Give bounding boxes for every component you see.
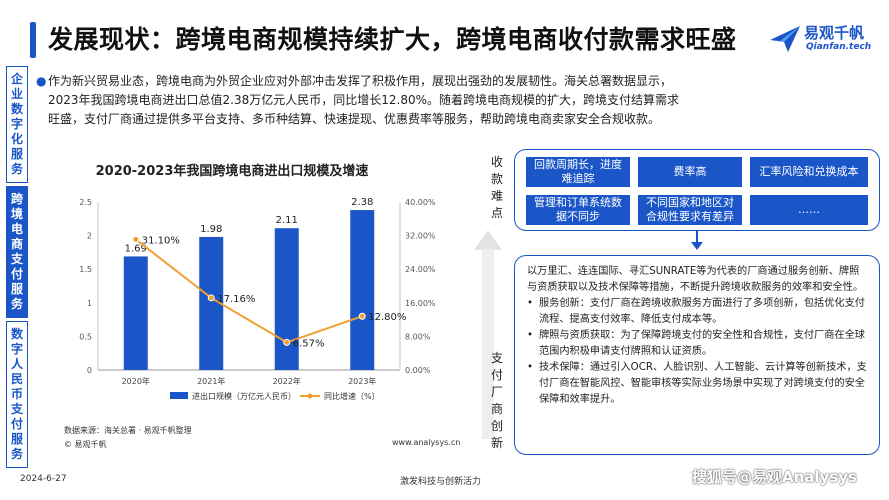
chart-source: 数据来源：海关总署 · 易观千帆整理 — [64, 426, 192, 435]
intro-paragraph: ● 作为新兴贸易业态，跨境电商为外贸企业应对外部冲击发挥了积极作用，展现出强劲的… — [36, 72, 838, 129]
x-tick-label: 2023年 — [348, 376, 376, 386]
bar — [274, 228, 299, 370]
y-tick-label-left: 2.5 — [79, 198, 92, 207]
y-tick-label-right: 16.00% — [405, 299, 436, 308]
logo-name: 易观千帆 — [804, 24, 865, 42]
legend-line-marker — [307, 393, 313, 399]
bar-data-label: 1.69 — [125, 243, 147, 254]
bar-data-label: 1.98 — [200, 224, 222, 235]
y-tick-label-left: 0.5 — [79, 332, 92, 341]
title-accent-bar — [30, 22, 36, 58]
pain-points-label: 收款难点 — [490, 155, 503, 220]
y-tick-label-right: 24.00% — [405, 265, 436, 274]
growth-point — [358, 312, 366, 320]
page-title: 发展现状：跨境电商规模持续扩大，跨境电商收付款需求旺盛 — [48, 25, 737, 54]
bar-data-label: 2.38 — [351, 197, 373, 208]
y-tick-label-left: 0 — [87, 366, 92, 375]
paper-plane-icon — [770, 26, 800, 52]
pain-points-panel — [514, 149, 880, 231]
growth-line — [135, 238, 363, 344]
pain-point-card: 不同国家和地区对合规性要求有差异 — [638, 195, 742, 225]
line-data-label: 6.57% — [293, 338, 325, 349]
growth-point — [283, 338, 291, 346]
solution-panel: 以万里汇、连连国际、寻汇SUNRATE等为代表的厂商通过服务创新、牌照与资质获取… — [514, 255, 880, 455]
footer-date: 2024-6-27 — [20, 474, 67, 484]
bar-data-label: 2.11 — [276, 215, 298, 226]
intro-line: 旺盛，支付厂商通过提供多平台支持、多币种结算、快速提现、优惠费率等服务，帮助跨境… — [48, 112, 661, 126]
y-tick-label-left: 1 — [87, 299, 92, 308]
side-tab-cross-border-payment[interactable]: 跨境电商支付服务 — [6, 186, 28, 318]
chart-title: 2020-2023年我国跨境电商进出口规模及增速 — [95, 164, 369, 179]
arrow-stem — [482, 249, 494, 439]
line-data-label: 17.16% — [217, 294, 255, 305]
solution-item: 服务创新：支付厂商在跨境收款服务方面进行了多项创新，包括优化支付流程、提高支付效… — [527, 296, 867, 328]
trade-scale-chart: 0 0.5 1 1.5 2 2.5 0.00% 8.00% 16.00% 24.00% 32.00%… — [79, 197, 436, 401]
chart-copyright: © 易观千帆 — [64, 440, 107, 449]
pain-point-card: …… — [750, 195, 868, 225]
y-tick-label-right: 8.00% — [405, 332, 431, 341]
pain-point-card: 汇率风险和兑换成本 — [750, 157, 868, 187]
pain-point-card: 回款周期长，进度难追踪 — [526, 157, 630, 187]
bar — [350, 210, 375, 370]
intro-line: 2023年我国跨境电商进出口总值2.38万亿元人民币，同比增长12.80%。随着… — [48, 93, 680, 107]
legend-bar-label: 进出口规模（万亿元人民币） — [192, 391, 296, 401]
pain-point-card: 费率高 — [638, 157, 742, 187]
line-data-label: 31.10% — [142, 235, 180, 246]
legend-bar-swatch — [170, 392, 188, 399]
legend-line-label: 同比增速（%） — [324, 391, 380, 401]
intro-line: 作为新兴贸易业态，跨境电商为外贸企业应对外部冲击发挥了积极作用，展现出强劲的发展… — [48, 74, 673, 88]
brand-logo: 易观千帆 Qianfan.tech — [768, 18, 883, 62]
solution-item: 牌照与资质获取：为了保障跨境支付的安全性和合规性，支付厂商在全球范围内积极申请支… — [527, 328, 867, 360]
pain-point-card: 管理和订单系统数据不同步 — [526, 195, 630, 225]
y-tick-label-left: 1.5 — [79, 265, 92, 274]
side-tab-digital-rmb[interactable]: 数字人民币支付服务 — [6, 321, 28, 468]
growth-point — [207, 294, 215, 302]
connector-line — [696, 231, 698, 247]
y-tick-label-right: 40.00% — [405, 198, 436, 207]
y-tick-label-left: 2 — [87, 232, 92, 241]
down-arrow-icon — [691, 242, 703, 250]
footer-slogan: 激发科技与创新活力 — [400, 477, 482, 487]
y-tick-label-right: 32.00% — [405, 232, 436, 241]
side-nav: 企业数字化服务 跨境电商支付服务 数字人民币支付服务 — [6, 66, 28, 471]
chart-website: www.analysys.cn — [392, 438, 461, 447]
x-tick-label: 2022年 — [273, 376, 301, 386]
solution-intro: 以万里汇、连连国际、寻汇SUNRATE等为代表的厂商通过服务创新、牌照与资质获取… — [527, 266, 864, 293]
solution-item: 技术保障：通过引入OCR、人脸识别、人工智能、云计算等创新技术，支付厂商在智能风… — [527, 360, 867, 408]
line-data-label: 12.80% — [368, 312, 406, 323]
x-tick-label: 2021年 — [197, 376, 225, 386]
up-arrow-icon — [474, 230, 502, 250]
watermark: 搜狐号@易观Analysys — [692, 468, 857, 486]
side-tab-enterprise-digital[interactable]: 企业数字化服务 — [6, 66, 28, 183]
x-tick-label: 2020年 — [122, 376, 150, 386]
bullet-icon: ● — [36, 74, 47, 88]
logo-subtitle: Qianfan.tech — [806, 42, 872, 52]
solution-label: 支付厂商创新 — [490, 351, 503, 450]
bar — [123, 256, 148, 370]
growth-point — [132, 235, 140, 243]
y-tick-label-right: 0.00% — [405, 366, 431, 375]
